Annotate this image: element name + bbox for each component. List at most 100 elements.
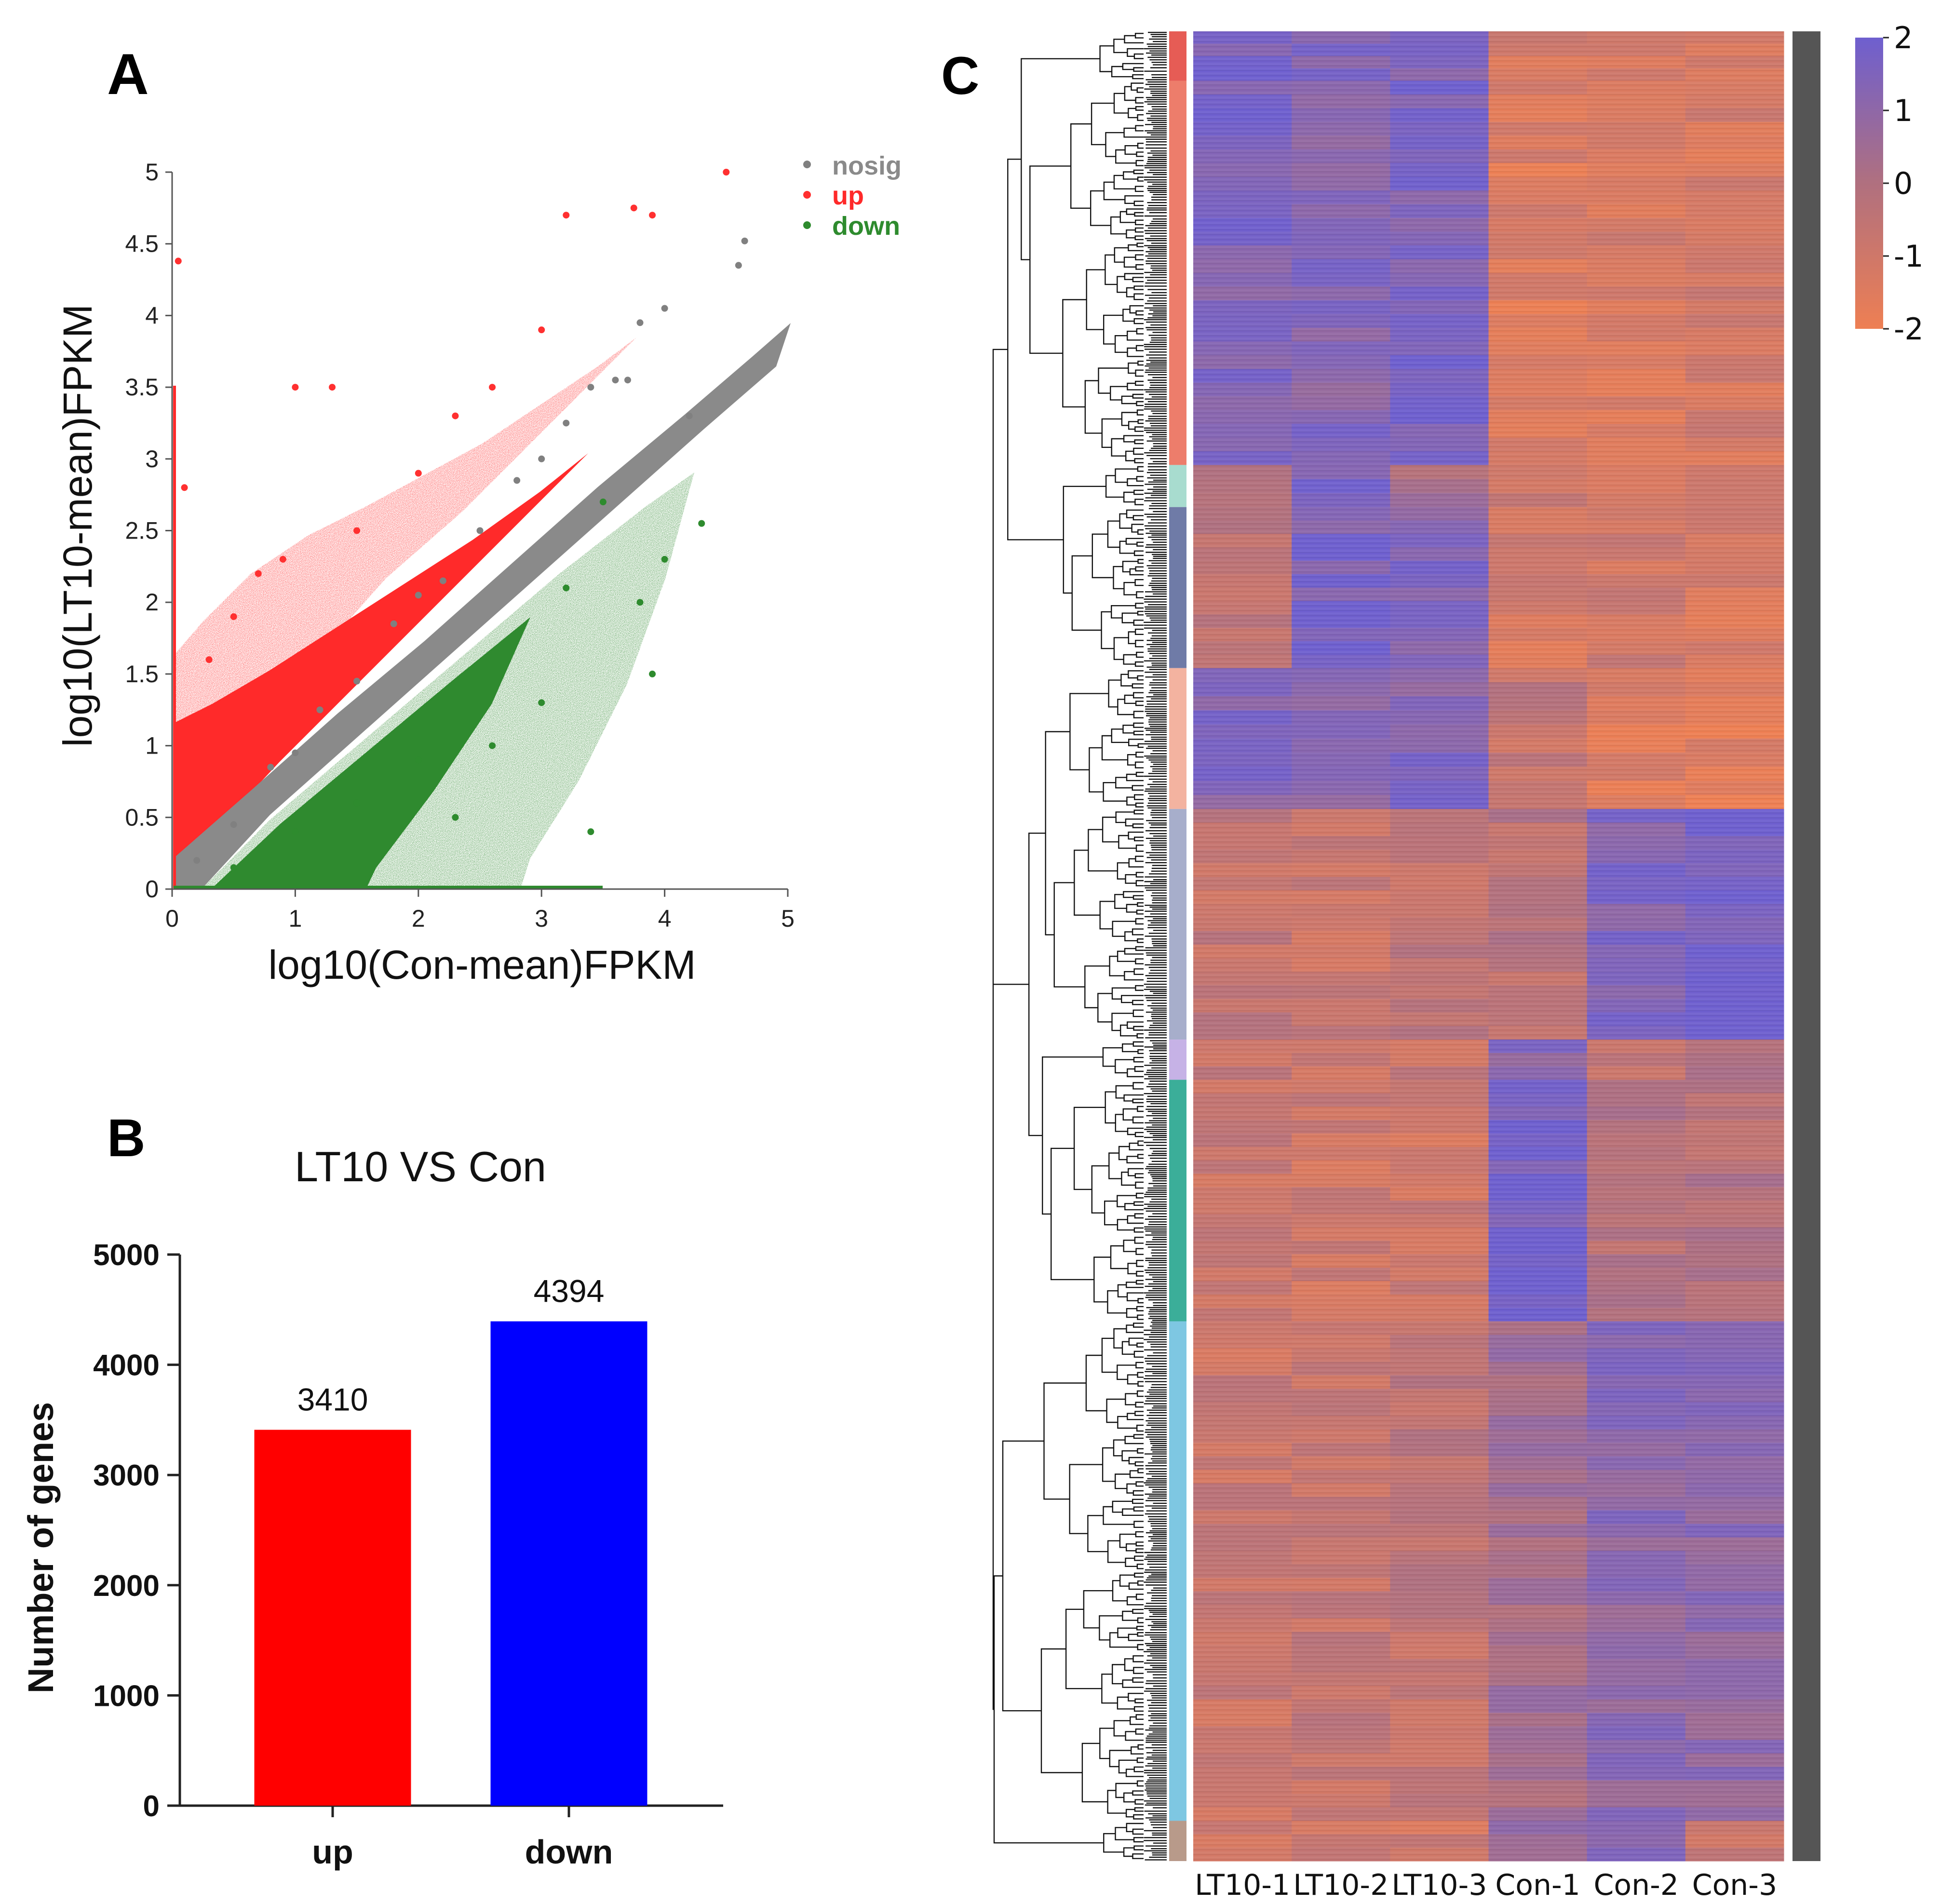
scatter-point-down <box>649 670 656 677</box>
scatter-point-up <box>538 326 545 334</box>
panel-b-letter: B <box>107 1108 145 1168</box>
dendrogram <box>992 32 1167 1861</box>
cluster-segment <box>1169 809 1186 1040</box>
cluster-segment <box>1169 1821 1186 1861</box>
heatmap-column-label: LT10-1 <box>1195 1868 1290 1902</box>
cluster-segment <box>1169 1040 1186 1080</box>
x-tick-label: 1 <box>288 905 302 932</box>
scatter-point-up <box>292 384 299 391</box>
scatter-point-up <box>630 204 637 212</box>
scatter-point-up <box>329 384 336 391</box>
scatter-point-up <box>415 470 422 477</box>
scatter-point-up <box>205 656 213 663</box>
scatter-point-up <box>230 613 237 620</box>
scatter-point-down <box>563 584 570 592</box>
nosig-density-band <box>174 323 791 888</box>
heatmap-column-label: Con-3 <box>1692 1868 1777 1902</box>
down-density-core <box>212 617 530 888</box>
y-tick-label: 5 <box>145 159 159 186</box>
bar-y-tick-label: 5000 <box>93 1239 160 1272</box>
legend-down-marker <box>803 221 811 229</box>
bar-value-label: 3410 <box>297 1381 368 1417</box>
panel-b: B LT10 VS Con 0 1000 2000 3000 4000 5000 3410… <box>21 1108 723 1871</box>
color-scale-tick-label: 1 <box>1894 93 1913 128</box>
scatter-point-down <box>636 599 644 606</box>
scatter-point-up <box>649 212 656 219</box>
bar-y-tick-label: 2000 <box>93 1569 160 1603</box>
scatter-point-down <box>292 828 299 836</box>
bar-y-tick-label: 3000 <box>93 1459 160 1492</box>
bar-y-tick-label: 4000 <box>93 1349 160 1382</box>
cluster-segment <box>1169 507 1186 668</box>
scatter-point-nosig <box>563 419 570 427</box>
bar-y-tick-label: 0 <box>143 1790 160 1823</box>
scatter-point-nosig <box>587 384 594 391</box>
scatter-point-nosig <box>292 749 299 756</box>
color-scale: 2 1 0 -1 -2 <box>1855 20 1924 347</box>
heatmap-texture <box>1193 31 1784 1861</box>
heatmap <box>1193 31 1784 1862</box>
legend-down-label: down <box>832 212 900 241</box>
y-tick-label: 2 <box>145 589 159 616</box>
scatter-point-nosig <box>624 377 631 384</box>
scatter-point-down <box>489 742 496 749</box>
scatter-point-nosig <box>353 677 361 685</box>
scatter-point-nosig <box>686 412 693 419</box>
scatter-point-up <box>723 169 730 176</box>
scatter-axes: 0 1 2 3 4 5 0 0.5 1 1.5 2 2.5 3 3.5 4 4.5 5 <box>125 159 794 932</box>
y-tick-label: 4.5 <box>125 230 159 257</box>
scatter-point-down <box>698 520 705 527</box>
panel-c-letter: C <box>941 46 979 106</box>
scatter-point-nosig <box>735 262 742 269</box>
scatter-point-nosig <box>661 305 668 312</box>
gray-side-bar <box>1793 31 1820 1861</box>
scatter-point-down <box>415 756 422 764</box>
y-tick-label: 0 <box>145 876 159 903</box>
scatter-legend: nosig up down <box>803 151 902 241</box>
scatter-point-nosig <box>316 706 324 714</box>
scatter-points <box>175 169 748 871</box>
cluster-segment <box>1169 81 1186 465</box>
panel-a: A 0 1 2 3 4 5 0 0.5 1 1.5 <box>55 42 902 987</box>
heatmap-column-labels: LT10-1 LT10-2 LT10-3 Con-1 Con-2 Con-3 <box>1195 1868 1777 1902</box>
scatter-point-up <box>181 484 188 491</box>
scatter-point-down <box>587 828 594 836</box>
scatter-cloud <box>173 169 791 889</box>
bar-value-label: 4394 <box>534 1273 605 1309</box>
y-tick-label: 2.5 <box>125 517 159 544</box>
y-tick-label: 1 <box>145 732 159 759</box>
scatter-point-nosig <box>390 620 397 627</box>
heatmap-column-label: LT10-3 <box>1391 1868 1487 1902</box>
y-tick-label: 4 <box>145 302 159 329</box>
cluster-segment <box>1169 668 1186 809</box>
scatter-point-nosig <box>513 477 521 484</box>
bars: 3410 up 4394 down <box>254 1273 647 1871</box>
x-tick-label: 0 <box>165 905 179 932</box>
y-tick-label: 3 <box>145 446 159 473</box>
scatter-point-nosig <box>415 592 422 599</box>
scatter-point-down <box>353 799 361 807</box>
y-tick-label: 3.5 <box>125 374 159 401</box>
dendrogram-lines <box>992 32 1167 1861</box>
color-scale-tick-label: -2 <box>1894 311 1924 347</box>
y-ticks: 0 0.5 1 1.5 2 2.5 3 3.5 4 4.5 5 <box>125 159 172 903</box>
scatter-point-down <box>599 499 607 506</box>
scatter-point-nosig <box>439 577 446 584</box>
x-axis-label: log10(Con-mean)FPKM <box>268 942 696 987</box>
cluster-segment <box>1169 31 1186 81</box>
x-tick-label: 4 <box>658 905 672 932</box>
scatter-point-down <box>230 864 237 871</box>
bar-up <box>254 1430 411 1806</box>
legend-up-label: up <box>832 181 864 210</box>
scatter-point-up <box>452 412 459 419</box>
bar-down <box>490 1321 647 1806</box>
cluster-segment <box>1169 1321 1186 1821</box>
bar-category-label: up <box>312 1833 353 1871</box>
heatmap-column-label: Con-1 <box>1495 1868 1580 1902</box>
scatter-point-nosig <box>612 377 619 384</box>
x-tick-label: 2 <box>412 905 425 932</box>
bar-category-label: down <box>525 1833 613 1871</box>
heatmap-column-label: LT10-2 <box>1293 1868 1388 1902</box>
bar-y-axis-label: Number of genes <box>21 1402 61 1693</box>
